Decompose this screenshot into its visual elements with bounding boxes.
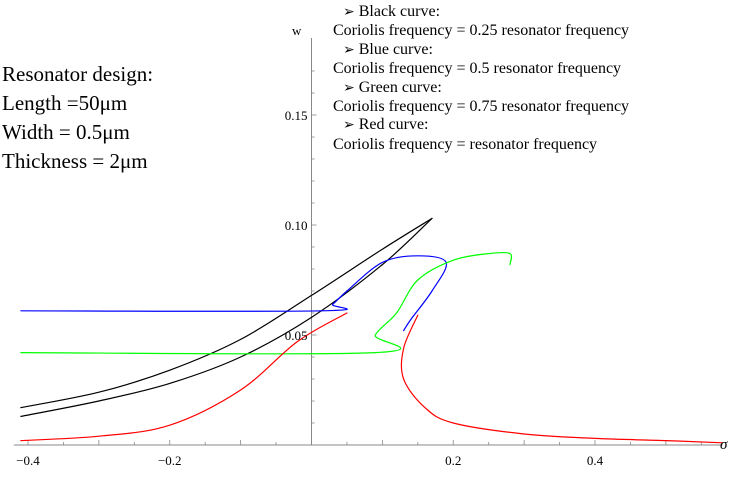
- clipped-text-fragment: [333, 154, 629, 160]
- x-tick-label: −0.2: [158, 453, 182, 468]
- legend-blue-label: Blue curve:: [358, 40, 433, 58]
- series-1-segment-0-line: [20, 255, 448, 332]
- y-tick-label: 0.10: [285, 218, 308, 233]
- legend-red-desc: Coriolis frequency = resonator frequency: [333, 135, 598, 153]
- series-3-segment-1-line: [400, 314, 724, 444]
- tick-labels: −0.4 −0.2 0.2 0.4 0.05 0.10 0.15: [16, 108, 603, 468]
- legend-black-heading: ➢ Black curve:: [333, 3, 629, 22]
- x-tick-label: 0.4: [587, 453, 604, 468]
- series-3-segment-0-line: [20, 312, 348, 442]
- arrow-bullet-icon: ➢: [343, 118, 355, 134]
- legend-green-heading: ➢ Green curve:: [333, 79, 629, 98]
- arrow-bullet-icon: ➢: [343, 80, 355, 96]
- y-axis-label: w: [292, 23, 302, 38]
- design-heading: Resonator design:: [2, 62, 154, 86]
- legend-red-heading: ➢ Red curve:: [333, 116, 629, 135]
- x-axis-label: σ: [720, 437, 728, 453]
- legend-green-label: Green curve:: [358, 78, 442, 96]
- axes: [13, 38, 723, 446]
- x-tick-label: −0.4: [16, 453, 40, 468]
- arrow-bullet-icon: ➢: [343, 5, 355, 20]
- y-tick-label: 0.05: [285, 328, 308, 343]
- legend-blue-heading: ➢ Blue curve:: [333, 41, 629, 60]
- x-tick-label: 0.2: [445, 453, 461, 468]
- curves: [20, 217, 724, 444]
- arrow-bullet-icon: ➢: [343, 42, 355, 58]
- series-2-segment-0-line: [20, 251, 513, 355]
- legend-black-label: Black curve:: [358, 3, 441, 20]
- design-thickness: Thickness = 2μm: [2, 149, 148, 173]
- series-0-segment-1-line: [20, 217, 433, 417]
- design-width: Width = 0.5μm: [2, 120, 130, 144]
- design-length: Length =50μm: [2, 91, 128, 115]
- curve-legend: ➢ Black curve: Coriolis frequency = 0.25 …: [333, 3, 629, 160]
- legend-black-desc: Coriolis frequency = 0.25 resonator freq…: [333, 22, 630, 40]
- legend-green-desc: Coriolis frequency = 0.75 resonator freq…: [333, 98, 630, 116]
- resonator-design-note: Resonator design: Length =50μm Width = 0…: [2, 60, 153, 176]
- legend-blue-desc: Coriolis frequency = 0.5 resonator frequ…: [333, 60, 622, 78]
- legend-red-label: Red curve:: [358, 116, 429, 134]
- series-0-segment-0-line: [20, 217, 433, 409]
- y-tick-label: 0.15: [285, 108, 308, 123]
